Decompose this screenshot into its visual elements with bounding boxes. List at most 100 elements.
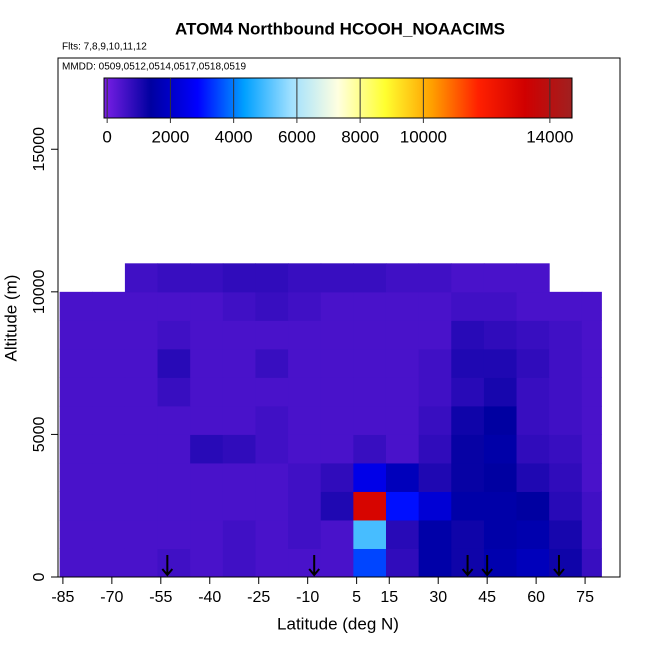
- cell: [92, 405, 126, 435]
- cell: [190, 291, 224, 321]
- cell: [418, 405, 452, 435]
- cell: [255, 377, 289, 407]
- y-axis-title: Altitude (m): [1, 275, 20, 362]
- cell: [92, 377, 126, 407]
- cell: [124, 462, 159, 492]
- cell: [516, 377, 550, 407]
- x-tick-label: 15: [380, 589, 398, 606]
- colorbar-tick-label: 10000: [400, 127, 447, 146]
- cell: [418, 548, 452, 578]
- cell: [516, 519, 550, 549]
- cell: [59, 348, 93, 378]
- cell: [353, 263, 387, 293]
- cell: [190, 434, 224, 464]
- y-tick-label: 15000: [31, 127, 48, 172]
- cell: [549, 348, 583, 378]
- cell: [157, 405, 191, 435]
- cell: [92, 491, 126, 521]
- cell: [320, 263, 354, 293]
- cell: [549, 434, 583, 464]
- cell: [59, 405, 93, 435]
- cell: [222, 434, 256, 464]
- x-tick-label: 60: [527, 589, 545, 606]
- cell: [385, 519, 420, 549]
- cell: [581, 377, 602, 407]
- cell: [581, 405, 602, 435]
- flight-arrow: [481, 555, 493, 577]
- cell: [353, 291, 387, 321]
- cell: [353, 491, 387, 521]
- cell: [190, 405, 224, 435]
- cell: [451, 405, 485, 435]
- cell: [353, 519, 387, 549]
- cell: [581, 434, 602, 464]
- cell: [255, 348, 289, 378]
- cell: [581, 462, 602, 492]
- cell: [385, 263, 420, 293]
- x-tick-label: -85: [51, 589, 74, 606]
- cell: [288, 377, 322, 407]
- y-tick-label: 5000: [31, 417, 48, 453]
- cell: [385, 434, 420, 464]
- x-tick-label: -40: [198, 589, 221, 606]
- cell: [190, 377, 224, 407]
- cell: [124, 263, 159, 293]
- cell: [124, 491, 159, 521]
- flight-arrow: [308, 555, 320, 577]
- cell: [92, 348, 126, 378]
- cell: [222, 291, 256, 321]
- cell: [385, 291, 420, 321]
- cell: [320, 462, 354, 492]
- flight-arrow: [461, 555, 474, 577]
- cell: [418, 462, 452, 492]
- cell: [288, 263, 322, 293]
- cell: [451, 291, 485, 321]
- cell: [190, 462, 224, 492]
- cell: [581, 291, 602, 321]
- cell: [549, 462, 583, 492]
- cell: [157, 291, 191, 321]
- cell: [190, 548, 224, 578]
- cell: [353, 377, 387, 407]
- cell: [59, 377, 93, 407]
- cell: [483, 263, 518, 293]
- cell: [320, 405, 354, 435]
- cell: [157, 434, 191, 464]
- cell: [549, 377, 583, 407]
- cell: [320, 434, 354, 464]
- cell: [418, 434, 452, 464]
- cell: [157, 320, 191, 350]
- cell: [124, 291, 159, 321]
- cell: [59, 548, 93, 578]
- cell: [190, 491, 224, 521]
- flight-arrow: [161, 555, 174, 577]
- cell: [124, 434, 159, 464]
- cell: [451, 519, 485, 549]
- cell: [255, 291, 289, 321]
- cell: [483, 348, 518, 378]
- cell: [124, 377, 159, 407]
- cell: [549, 491, 583, 521]
- cell: [157, 548, 191, 578]
- cell: [451, 348, 485, 378]
- cell: [190, 519, 224, 549]
- cell: [385, 377, 420, 407]
- colorbar-tick-label: 2000: [151, 127, 189, 146]
- x-tick-label: 75: [576, 589, 594, 606]
- cell: [320, 377, 354, 407]
- cell: [59, 291, 93, 321]
- cell: [157, 462, 191, 492]
- x-tick-label: 45: [478, 589, 496, 606]
- cell: [418, 519, 452, 549]
- plot-frame: [57, 57, 621, 578]
- x-axis-title: Latitude (deg N): [277, 614, 399, 633]
- annotation: MMDD: 0509,0512,0514,0517,0518,0519: [62, 62, 246, 73]
- y-tick-label: 10000: [31, 269, 48, 314]
- cell: [288, 519, 322, 549]
- cell: [157, 377, 191, 407]
- cell: [549, 320, 583, 350]
- cell: [516, 491, 550, 521]
- x-tick-label: -25: [247, 589, 270, 606]
- cell: [222, 377, 256, 407]
